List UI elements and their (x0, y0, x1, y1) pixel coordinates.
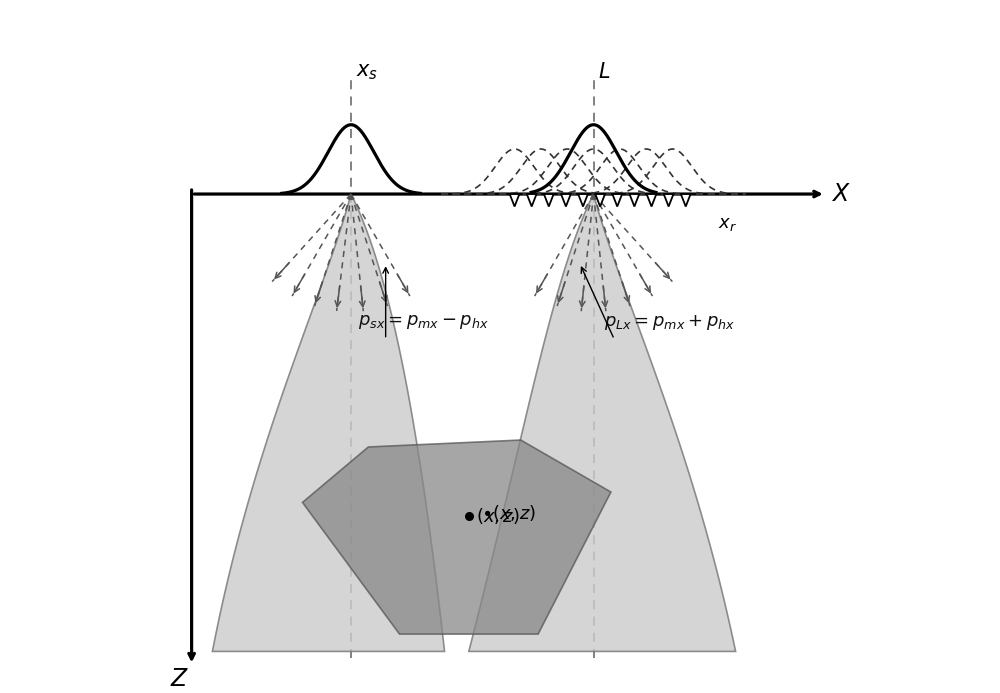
Polygon shape (469, 194, 736, 651)
Polygon shape (212, 194, 445, 651)
Text: $Z$: $Z$ (170, 667, 189, 691)
Polygon shape (664, 194, 673, 207)
Polygon shape (527, 194, 537, 207)
Text: $x_s$: $x_s$ (356, 62, 378, 82)
Text: $p_{sx} = p_{mx} - p_{hx}$: $p_{sx} = p_{mx} - p_{hx}$ (358, 313, 489, 331)
Polygon shape (647, 194, 656, 207)
Polygon shape (681, 194, 691, 207)
Text: $\bullet(x,z)$: $\bullet(x,z)$ (481, 503, 536, 523)
Text: $p_{Lx} = p_{mx} + p_{hx}$: $p_{Lx} = p_{mx} + p_{hx}$ (604, 313, 735, 332)
Text: $(x,z)$: $(x,z)$ (476, 507, 520, 526)
Polygon shape (595, 194, 605, 207)
Polygon shape (578, 194, 588, 207)
Text: $x_r$: $x_r$ (718, 215, 737, 233)
Polygon shape (612, 194, 622, 207)
Polygon shape (302, 440, 611, 634)
Polygon shape (561, 194, 571, 207)
Text: $X$: $X$ (831, 182, 851, 206)
Text: $L$: $L$ (598, 62, 611, 82)
Polygon shape (510, 194, 519, 207)
Polygon shape (544, 194, 554, 207)
Polygon shape (630, 194, 639, 207)
